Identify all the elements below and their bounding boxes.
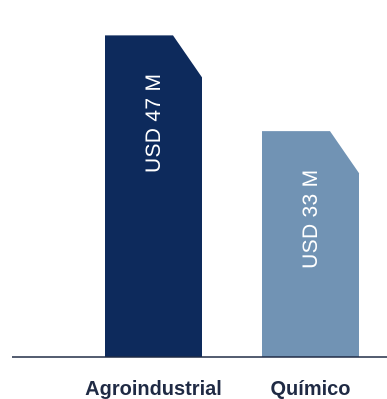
bar-agroindustrial bbox=[105, 35, 202, 357]
bar-data-label: USD 47 M bbox=[142, 74, 165, 173]
bar-quimico bbox=[262, 131, 359, 357]
bars-group: USD 47 M USD 33 M bbox=[105, 35, 359, 357]
category-label: Químico bbox=[270, 378, 350, 399]
bar-data-label: USD 33 M bbox=[299, 170, 322, 269]
category-label: Agroindustrial bbox=[85, 378, 222, 399]
category-labels-group: Agroindustrial Químico bbox=[85, 378, 350, 399]
